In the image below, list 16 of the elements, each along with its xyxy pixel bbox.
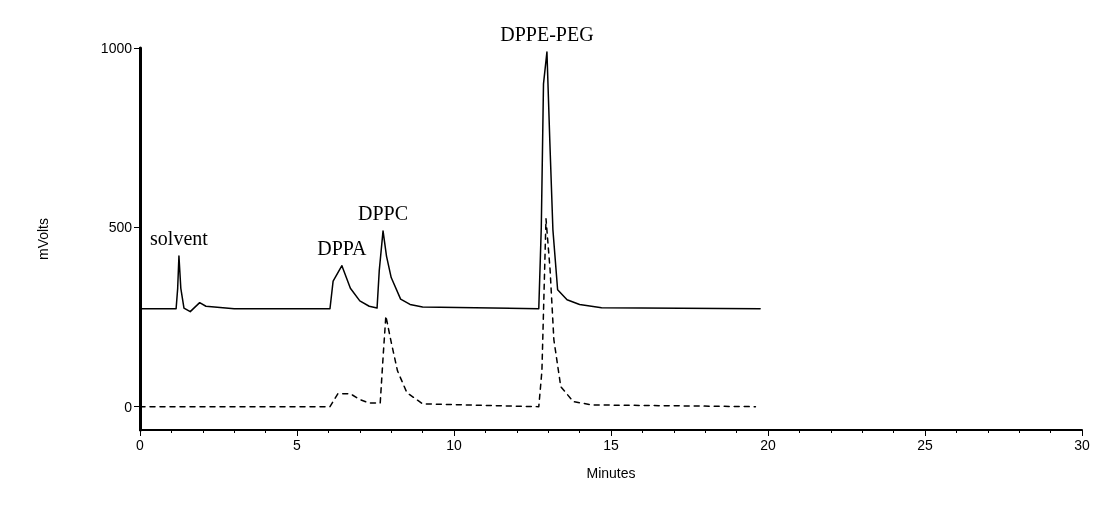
annotation: DPPA [317,236,368,259]
x-tick-label: 10 [446,437,462,453]
x-tick-label: 0 [136,437,145,453]
annotation: DPPC [358,201,409,224]
y-tick-label: 1000 [100,40,133,56]
x-tick-label: 30 [1074,437,1090,453]
y-tick-label: 0 [124,398,133,415]
x-axis-title: Minutes [586,465,636,481]
x-tick-label: 15 [603,437,619,453]
annotation: solvent [150,227,209,250]
y-axis-title: mVolts [35,217,51,261]
y-tick-label: 500 [108,219,133,236]
x-tick-label: 25 [917,437,933,453]
x-tick-label: 20 [760,437,776,453]
annotation: DPPE-PEG [500,22,594,45]
x-tick-label: 5 [293,437,302,453]
